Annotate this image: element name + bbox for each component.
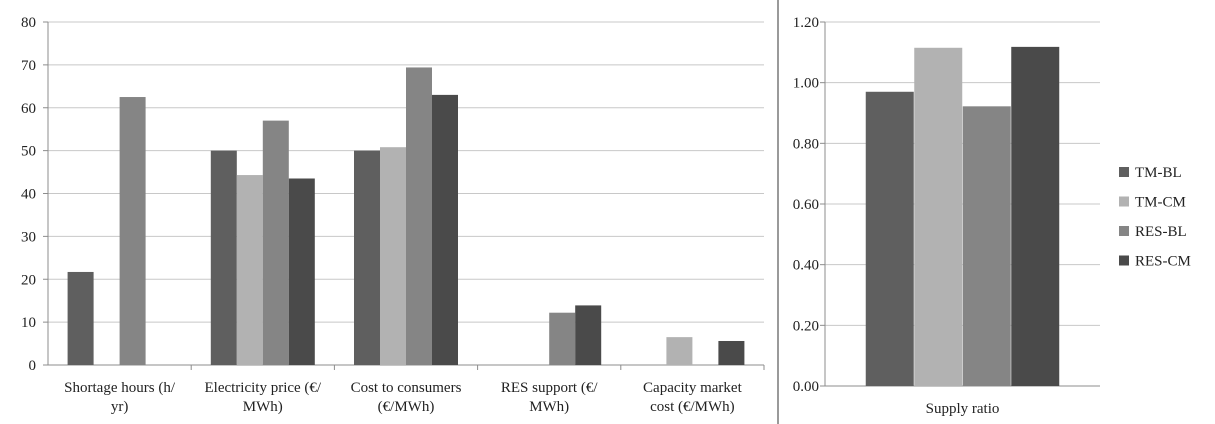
bar-res-bl — [262, 120, 289, 365]
x-category-label: Shortage hours (h/ — [64, 380, 176, 396]
legend: TM-BL TM-CM RES-BL RES-CM — [1119, 165, 1191, 270]
y-tick-label: 1.00 — [793, 76, 819, 92]
x-category-label: Capacity market — [643, 380, 743, 396]
legend-label: TM-BL — [1135, 165, 1182, 181]
bar-tm-cm — [666, 337, 693, 365]
x-category-label: Electricity price (€/ — [204, 380, 321, 396]
legend-swatch-res-bl — [1119, 226, 1129, 236]
legend-label: TM-CM — [1135, 195, 1186, 211]
bar-res-bl — [962, 106, 1011, 387]
legend-swatch-res-cm — [1119, 255, 1129, 266]
y-tick-label: 0 — [29, 358, 37, 374]
bar-res-bl — [119, 97, 146, 365]
x-category-label: Supply ratio — [926, 401, 1000, 417]
bar-res-cm — [718, 340, 745, 365]
y-tick-label: 20 — [21, 272, 36, 288]
bar-res-cm — [575, 305, 602, 365]
bar-res-cm — [288, 178, 315, 365]
bar-tm-bl — [354, 150, 380, 365]
legend-swatch-tm-bl — [1119, 167, 1129, 177]
y-tick-label: 0.80 — [793, 136, 819, 152]
bar-tm-cm — [380, 147, 406, 365]
x-category-label: yr) — [111, 399, 129, 415]
y-tick-label: 50 — [21, 144, 36, 160]
y-tick-label: 0.60 — [793, 197, 819, 213]
y-tick-label: 70 — [21, 58, 36, 74]
bar-res-cm — [1011, 46, 1060, 387]
bar-tm-bl — [210, 150, 237, 365]
y-tick-label: 30 — [21, 229, 36, 245]
bar-res-cm — [432, 94, 458, 365]
bar-res-bl — [549, 312, 576, 365]
legend-label: RES-CM — [1135, 254, 1191, 270]
legend-swatch-tm-cm — [1119, 196, 1129, 207]
bar-tm-bl — [865, 91, 914, 387]
y-tick-label: 10 — [21, 315, 36, 331]
x-category-label: Cost to consumers — [351, 380, 462, 396]
x-category-label: (€/MWh) — [378, 399, 435, 415]
x-category-label: MWh) — [529, 399, 569, 415]
x-category-label: RES support (€/ — [501, 380, 599, 396]
y-tick-label: 1.20 — [793, 15, 819, 31]
y-tick-label: 0.40 — [793, 258, 819, 274]
y-tick-label: 40 — [21, 187, 36, 203]
legend-label: RES-BL — [1135, 224, 1187, 240]
y-tick-label: 0.20 — [793, 318, 819, 334]
y-tick-label: 80 — [21, 15, 36, 31]
bar-tm-cm — [236, 175, 263, 365]
bar-tm-bl — [67, 271, 94, 365]
bar-res-bl — [406, 67, 432, 365]
left-bar-chart: 0 10 20 30 40 50 60 70 80 Shortage hours (h/yr) El… — [21, 15, 765, 415]
right-bar-chart: 0.00 0.20 0.40 0.60 0.80 1.00 1.20 Supply ratio — [793, 15, 1100, 417]
bar-tm-cm — [914, 47, 963, 387]
x-category-label: MWh) — [243, 399, 283, 415]
y-tick-label: 60 — [21, 101, 36, 117]
x-category-label: cost (€/MWh) — [650, 399, 735, 415]
y-tick-label: 0.00 — [793, 379, 819, 395]
